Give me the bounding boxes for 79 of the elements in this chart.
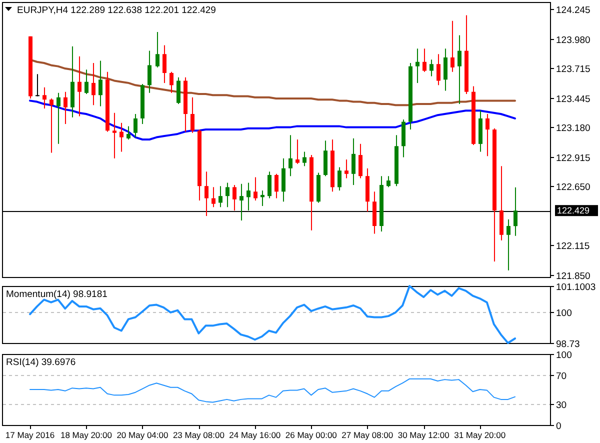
y-tick-label: 70 [556, 370, 567, 382]
chart-title: Momentum(14) 98.9181 [6, 289, 108, 300]
candlestick [246, 182, 250, 211]
candlestick [78, 56, 82, 117]
candlestick [126, 126, 130, 140]
candlestick [274, 173, 278, 199]
y-tick-label: 30 [556, 400, 567, 411]
x-tick-label: 30 May 12:00 [398, 430, 450, 440]
chart-title: RSI(14) 39.6976 [6, 357, 76, 368]
candlestick [358, 143, 362, 179]
candlestick [218, 186, 222, 208]
candlestick [176, 76, 180, 105]
x-tick-label: 27 May 08:00 [342, 430, 394, 440]
y-tick-label: 122.650 [556, 182, 590, 193]
x-tick-label: 17 May 2016 [5, 430, 55, 440]
candlestick [288, 134, 292, 177]
candlestick [204, 171, 208, 217]
candlestick [98, 60, 102, 107]
candlestick [486, 113, 490, 157]
y-tick-label: 123.445 [556, 94, 590, 105]
candlestick [422, 48, 426, 72]
candlestick [84, 69, 88, 95]
candlestick [458, 34, 462, 105]
candlestick [338, 166, 342, 192]
candlestick [134, 113, 138, 138]
y-tick-label: 100 [556, 350, 572, 361]
y-tick-label: 100 [556, 308, 572, 319]
candlestick [344, 158, 348, 179]
y-tick-label: 121.850 [556, 270, 590, 282]
candlestick [254, 176, 258, 201]
y-tick-label: 123.980 [556, 34, 590, 46]
candlestick [268, 171, 272, 199]
candlestick [232, 184, 236, 211]
y-tick-label: 98.73 [556, 338, 580, 350]
chart-title: EURJPY,H4 122.289 122.638 122.201 122.429 [17, 5, 216, 16]
ref-line-label: 122.429 [557, 206, 590, 216]
y-tick-label: 123.180 [556, 122, 590, 134]
y-tick-label: 122.115 [556, 240, 590, 252]
candlestick [42, 86, 46, 109]
x-tick-label: 24 May 16:00 [229, 430, 281, 440]
candlestick [450, 20, 454, 72]
x-tick-label: 18 May 20:00 [60, 430, 112, 440]
candlestick [296, 139, 300, 164]
y-tick-label: 124.245 [556, 4, 590, 16]
candlestick [170, 71, 174, 94]
x-tick-label: 23 May 08:00 [172, 430, 225, 440]
candlestick [386, 176, 390, 188]
candlestick [226, 182, 230, 208]
candlestick [156, 31, 160, 68]
candlestick [112, 112, 116, 159]
candlestick [444, 48, 448, 92]
candlestick [436, 54, 440, 86]
candlestick [282, 158, 286, 202]
candlestick [416, 48, 420, 84]
candlestick [352, 138, 356, 186]
x-tick-label: 31 May 20:00 [454, 430, 506, 440]
y-tick-label: 101.1003 [556, 282, 596, 293]
line-series [30, 378, 516, 403]
candlestick [92, 62, 96, 106]
candlestick [120, 122, 124, 152]
candlestick [56, 92, 60, 144]
candlestick [506, 218, 510, 271]
candlestick [260, 190, 264, 207]
candlestick [514, 186, 518, 236]
y-tick-label: 123.715 [556, 64, 590, 75]
candlestick [190, 96, 194, 134]
x-tick-label: 26 May 00:00 [285, 430, 338, 440]
candlestick [212, 186, 216, 208]
y-tick-label: 122.915 [556, 152, 590, 164]
candlestick [148, 50, 152, 94]
x-tick-label: 20 May 04:00 [116, 430, 168, 440]
candlestick [302, 151, 306, 167]
candlestick [64, 91, 68, 124]
candlestick [430, 59, 434, 77]
candlestick [162, 44, 166, 84]
candlestick [36, 74, 40, 97]
y-tick-label: 0 [556, 420, 562, 432]
candlestick [50, 98, 54, 154]
candlestick [240, 183, 244, 221]
